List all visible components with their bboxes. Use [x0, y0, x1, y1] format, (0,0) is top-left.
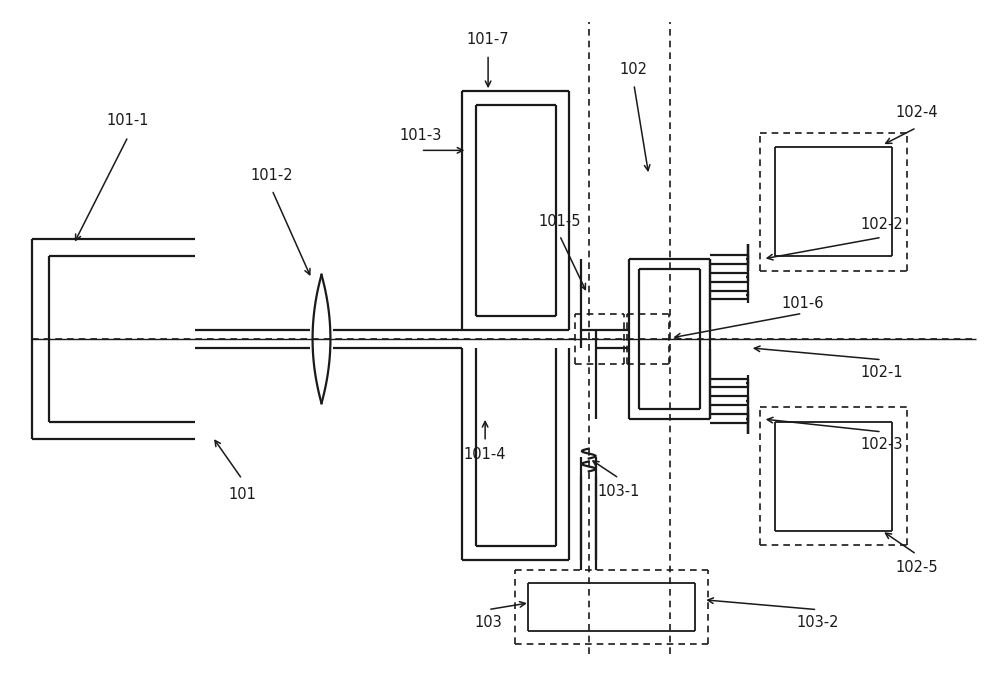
Text: 102-5: 102-5 — [895, 559, 938, 575]
Text: 101-4: 101-4 — [464, 447, 506, 462]
Text: 101-7: 101-7 — [467, 33, 509, 47]
Text: 102: 102 — [620, 62, 648, 77]
Text: 102-3: 102-3 — [861, 437, 903, 452]
Text: 103-1: 103-1 — [598, 483, 640, 498]
Text: 101: 101 — [228, 487, 256, 502]
Text: 101-1: 101-1 — [107, 113, 149, 128]
Text: 102-4: 102-4 — [895, 105, 938, 120]
Text: 103-2: 103-2 — [796, 615, 839, 630]
Text: 101-5: 101-5 — [538, 214, 581, 229]
Text: 101-3: 101-3 — [399, 128, 442, 143]
Text: 103: 103 — [474, 615, 502, 630]
Text: 102-2: 102-2 — [860, 217, 903, 232]
Text: 101-6: 101-6 — [781, 296, 824, 311]
Text: 101-2: 101-2 — [251, 167, 293, 182]
Text: 102-1: 102-1 — [860, 365, 903, 380]
